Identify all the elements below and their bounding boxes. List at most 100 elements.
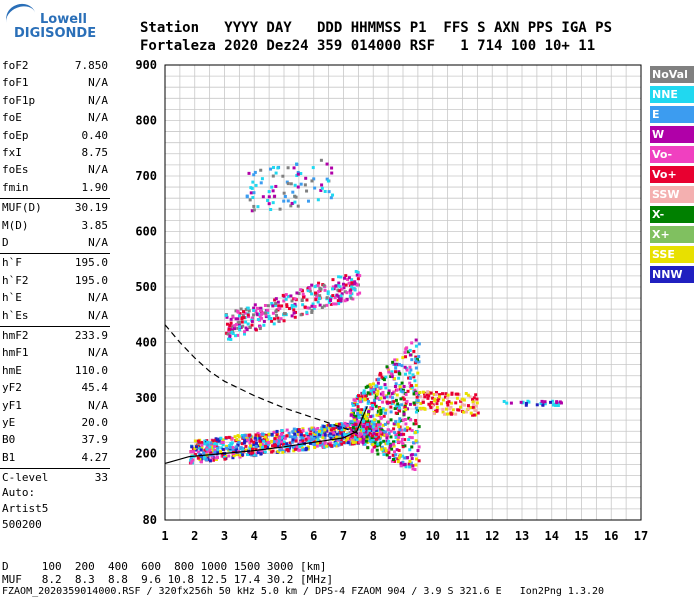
data-point: [240, 442, 244, 446]
data-point: [366, 446, 370, 450]
data-point: [273, 443, 277, 447]
data-point: [408, 459, 412, 463]
data-point: [374, 384, 378, 388]
data-point: [305, 189, 309, 193]
data-point: [381, 390, 385, 394]
data-point: [384, 408, 388, 412]
data-point: [356, 277, 360, 281]
data-point: [223, 457, 227, 461]
data-point: [416, 409, 420, 413]
data-point: [322, 304, 326, 308]
data-point: [351, 411, 355, 415]
data-point: [241, 447, 245, 451]
data-point: [233, 435, 237, 439]
data-point: [261, 445, 265, 449]
data-point: [412, 441, 416, 445]
data-point: [260, 432, 264, 436]
data-point: [403, 456, 407, 460]
x-tick-label: 8: [370, 529, 377, 543]
data-point: [393, 459, 397, 463]
data-point: [417, 445, 421, 449]
data-point: [381, 393, 385, 397]
data-point: [393, 362, 397, 366]
data-point: [399, 464, 403, 468]
data-point: [225, 444, 229, 448]
x-tick-label: 9: [399, 529, 406, 543]
data-point: [275, 439, 279, 443]
data-point: [438, 393, 442, 397]
data-point: [342, 441, 346, 445]
data-point: [381, 400, 385, 404]
data-point: [339, 299, 343, 303]
data-point: [401, 390, 405, 394]
data-point: [328, 443, 332, 447]
param-separator: [0, 326, 110, 327]
data-point: [206, 457, 210, 461]
data-point: [383, 433, 387, 437]
data-point: [306, 445, 310, 449]
data-point: [394, 382, 398, 386]
data-point: [273, 437, 277, 441]
data-point: [291, 430, 295, 434]
data-point: [386, 420, 390, 424]
data-point: [373, 426, 377, 430]
data-point: [225, 322, 229, 326]
data-point: [409, 368, 413, 372]
data-point: [276, 316, 280, 320]
legend-item-w: W: [650, 126, 694, 143]
data-point: [233, 453, 237, 457]
data-point: [387, 368, 391, 372]
data-point: [348, 283, 352, 287]
data-point: [243, 433, 247, 437]
data-point: [262, 439, 266, 443]
data-point: [211, 458, 215, 462]
data-point: [408, 371, 412, 375]
data-point: [339, 296, 343, 300]
data-point: [331, 278, 335, 282]
ionogram-chart: 1 2 3 4 5 6 7 8 9 10 11 12 13 14 15 16 17 80200300400500…: [135, 58, 648, 543]
data-point: [320, 427, 324, 431]
data-point: [193, 446, 197, 450]
data-point: [334, 284, 338, 288]
data-point: [337, 302, 341, 306]
data-point: [256, 205, 260, 209]
data-point: [271, 201, 275, 205]
data-point: [358, 427, 362, 431]
data-point: [259, 451, 263, 455]
x-tick-labels: 1 2 3 4 5 6 7 8 9 10 11 12 13 14 15 16 17: [161, 529, 648, 543]
data-point: [284, 293, 288, 297]
data-point: [252, 440, 256, 444]
legend-item-nne: NNE: [650, 86, 694, 103]
data-point: [327, 423, 331, 427]
data-point: [364, 426, 368, 430]
data-point: [243, 332, 247, 336]
data-point: [354, 431, 358, 435]
data-point: [464, 410, 468, 414]
param-row-foep: foEp 0.40: [2, 128, 108, 144]
data-point: [519, 400, 523, 404]
data-point: [415, 457, 419, 461]
data-point: [433, 399, 437, 403]
data-point: [285, 180, 289, 184]
param-row-d: D N/A: [2, 235, 108, 251]
data-point: [263, 303, 267, 307]
data-point: [396, 438, 400, 442]
data-point: [217, 439, 221, 443]
data-point: [393, 407, 397, 411]
chart-frame: [164, 64, 642, 521]
data-point: [374, 426, 378, 430]
data-point: [403, 462, 407, 466]
param-row-b1: B1 4.27: [2, 450, 108, 466]
data-point: [225, 315, 229, 319]
data-point: [355, 273, 359, 277]
data-point: [373, 439, 377, 443]
data-point: [321, 442, 325, 446]
data-point: [410, 436, 414, 440]
data-point: [412, 392, 416, 396]
data-point: [371, 443, 375, 447]
data-point: [328, 441, 332, 445]
data-point: [298, 448, 302, 452]
header-labels: Station YYYY DAY DDD HHMMSS P1 FFS S AXN…: [140, 20, 613, 36]
data-point: [347, 281, 351, 285]
data-point: [325, 177, 329, 181]
